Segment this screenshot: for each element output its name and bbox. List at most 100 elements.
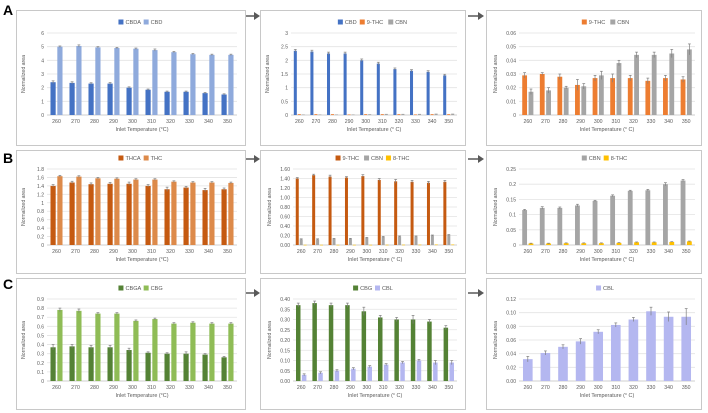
bar-thca xyxy=(88,184,94,245)
bar-cbl xyxy=(558,346,568,381)
chart-c1: 0 0.1 0.2 0.3 0.4 0.5 0.6 0.7 0.8 0.9 260 270 280 290… xyxy=(21,285,237,399)
legend-swatch xyxy=(143,19,149,25)
x-tick-label: 350 xyxy=(444,249,453,255)
x-tick-label: 320 xyxy=(166,119,175,125)
bar-thca xyxy=(69,182,75,245)
y-tick-label: 0 xyxy=(513,243,516,249)
y-tick-label: 0.30 xyxy=(280,318,290,324)
x-tick-label: 290 xyxy=(576,119,585,125)
x-axis-label: Inlet Temperature (° C) xyxy=(580,393,635,399)
bar-cbd xyxy=(228,54,234,115)
bar-cbga xyxy=(145,352,151,381)
legend-label: CBN xyxy=(617,20,629,26)
x-axis-label: Inlet Temperature (° C) xyxy=(348,257,403,263)
x-tick-label: 310 xyxy=(611,119,620,125)
y-tick-label: 0.10 xyxy=(506,311,516,317)
bar-cbg xyxy=(95,313,101,381)
bar-9-thc xyxy=(297,114,301,115)
chart-c2: 0.00 0.05 0.10 0.15 0.20 0.25 0.30 0.35 0.40 260 2… xyxy=(267,285,457,399)
legend-label: CBGA xyxy=(125,286,141,292)
legend-label: 8-THC xyxy=(393,156,409,162)
bar-9-thc xyxy=(430,114,434,115)
y-tick-label: 0 xyxy=(41,113,44,119)
y-tick-label: 0.35 xyxy=(280,307,290,313)
bar-8-thc xyxy=(581,243,587,245)
bar-cbg xyxy=(114,313,120,381)
bar-cbn xyxy=(430,235,434,245)
y-axis-label: Normalized area xyxy=(493,188,499,226)
bar-cbn xyxy=(663,184,668,245)
x-tick-label: 270 xyxy=(541,249,550,255)
x-tick-label: 330 xyxy=(185,119,194,125)
bar-thc xyxy=(228,182,234,245)
legend-label: CBD xyxy=(151,20,163,26)
x-axis-label: Inlet Temperature (°C) xyxy=(116,127,169,133)
x-tick-label: 320 xyxy=(629,385,638,391)
bar-cbn xyxy=(398,236,402,245)
bar-8-thc xyxy=(651,242,657,245)
chart-b1: 0 0.2 0.4 0.6 0.8 1 1.2 1.4 1.6 1.8 260 270 280 290 30… xyxy=(21,155,237,263)
legend-label: 9-THC xyxy=(589,20,605,26)
y-tick-label: 0.02 xyxy=(506,86,516,92)
bar-cbd xyxy=(343,53,347,115)
y-tick-label: 0.25 xyxy=(280,328,290,334)
x-tick-label: 340 xyxy=(204,385,213,391)
bar-9-thc xyxy=(377,179,381,245)
bar-cbd xyxy=(376,63,380,115)
x-tick-label: 350 xyxy=(682,119,691,125)
y-tick-label: 0.9 xyxy=(37,297,44,303)
chart-c3: 0.00 0.02 0.04 0.06 0.08 0.10 0.12 260 270 280 290… xyxy=(493,285,695,399)
y-tick-label: 0.3 xyxy=(37,352,44,358)
bar-cbg xyxy=(378,317,383,381)
bar-8-thc xyxy=(369,244,373,246)
y-tick-label: 0.05 xyxy=(280,369,290,375)
bar-9-thc xyxy=(344,177,348,245)
y-tick-label: 0.06 xyxy=(506,31,516,37)
bar-8-thc xyxy=(451,244,455,246)
bar-cbn xyxy=(417,113,421,115)
x-tick-label: 290 xyxy=(576,385,585,391)
y-tick-label: 4 xyxy=(41,58,44,64)
y-tick-label: 1 xyxy=(285,86,288,92)
y-tick-label: 0.2 xyxy=(37,361,44,367)
bar-9-thc xyxy=(397,114,401,115)
legend-swatch xyxy=(581,155,587,161)
bar-thca xyxy=(221,189,227,245)
x-tick-label: 260 xyxy=(523,385,532,391)
bar-cbl xyxy=(681,316,692,381)
y-axis-label: Normalized area xyxy=(21,55,27,93)
y-tick-label: 0.15 xyxy=(506,197,516,203)
bar-cbn xyxy=(332,238,336,245)
bar-cbg xyxy=(133,320,139,381)
bar-cbda xyxy=(202,93,208,115)
row-label-b: B xyxy=(3,150,14,166)
bar-cbga xyxy=(126,350,132,381)
bar-8-thc xyxy=(686,241,692,245)
bar-9-thc xyxy=(413,114,418,116)
bar-cbg xyxy=(394,319,399,381)
legend-label: THCA xyxy=(125,156,140,162)
y-tick-label: 0 xyxy=(41,243,44,249)
bar-9-thc xyxy=(663,78,668,115)
y-axis-label: Normalized area xyxy=(21,188,27,226)
bar-cbg xyxy=(228,323,234,381)
bar-8-thc xyxy=(546,243,551,245)
bar-cbn xyxy=(316,239,320,245)
y-tick-label: 0.10 xyxy=(280,359,290,365)
bar-8-thc xyxy=(418,244,422,246)
x-tick-label: 320 xyxy=(395,119,404,125)
y-tick-label: 0.04 xyxy=(506,58,516,64)
arrow-right-icon xyxy=(246,12,260,20)
x-tick-label: 260 xyxy=(297,385,306,391)
y-tick-label: 0.2 xyxy=(37,235,44,241)
legend-swatch xyxy=(603,155,609,161)
bar-thc xyxy=(190,182,196,245)
bar-cbn xyxy=(634,54,639,115)
bar-thc xyxy=(76,176,82,245)
x-tick-label: 330 xyxy=(412,249,421,255)
bar-cbd xyxy=(171,52,177,115)
bar-cbda xyxy=(88,83,94,115)
bar-8-thc xyxy=(385,244,389,246)
x-tick-label: 310 xyxy=(147,249,156,255)
bar-9-thc xyxy=(410,181,414,245)
